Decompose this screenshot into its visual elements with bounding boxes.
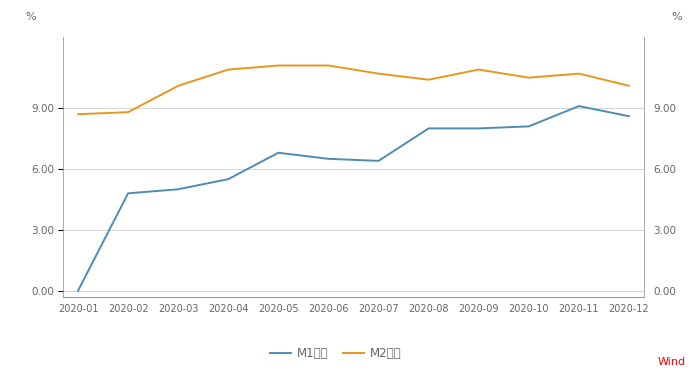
Line: M1同比: M1同比 bbox=[78, 106, 629, 291]
Line: M2同比: M2同比 bbox=[78, 66, 629, 114]
M1同比 bbox=[625, 114, 634, 118]
M1同比 bbox=[424, 126, 433, 131]
M2同比 bbox=[224, 68, 232, 72]
M1同比 bbox=[324, 157, 332, 161]
Text: %: % bbox=[25, 12, 36, 22]
M2同比 bbox=[74, 112, 82, 116]
M1同比 bbox=[274, 151, 283, 155]
M1同比 bbox=[475, 126, 483, 131]
M1同比 bbox=[524, 124, 533, 129]
M2同比 bbox=[424, 78, 433, 82]
M1同比 bbox=[575, 104, 583, 108]
M1同比 bbox=[224, 177, 232, 181]
Text: %: % bbox=[671, 12, 682, 22]
M1同比 bbox=[174, 187, 183, 191]
M2同比 bbox=[475, 68, 483, 72]
Legend: M1同比, M2同比: M1同比, M2同比 bbox=[265, 343, 407, 365]
Text: Wind: Wind bbox=[658, 357, 686, 367]
M2同比 bbox=[274, 63, 283, 68]
M2同比 bbox=[174, 83, 183, 88]
M2同比 bbox=[575, 71, 583, 76]
M1同比 bbox=[124, 191, 132, 196]
M2同比 bbox=[374, 71, 383, 76]
M2同比 bbox=[324, 63, 332, 68]
M2同比 bbox=[124, 110, 132, 114]
M2同比 bbox=[524, 75, 533, 80]
M1同比 bbox=[374, 159, 383, 163]
M1同比 bbox=[74, 289, 82, 293]
M2同比 bbox=[625, 83, 634, 88]
